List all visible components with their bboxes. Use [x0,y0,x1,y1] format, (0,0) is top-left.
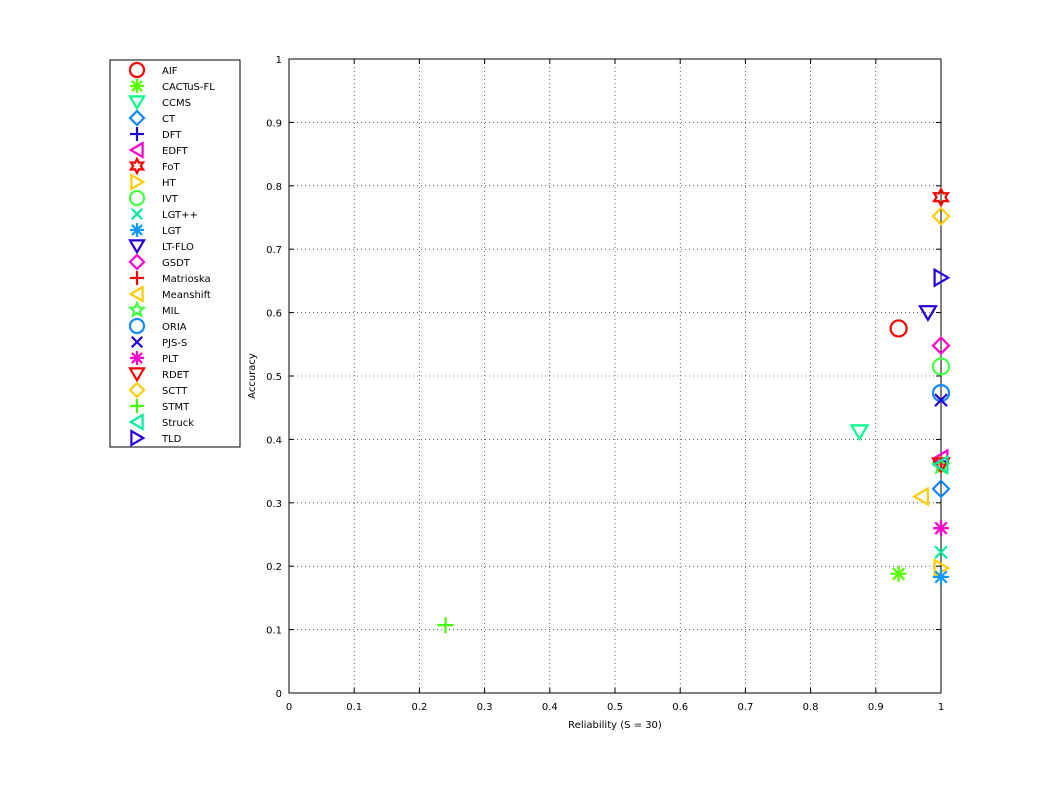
legend-label: LGT [162,226,182,237]
legend-entry: LGT++ [130,207,198,221]
legend-entry: DFT [130,127,182,141]
marker-aif [889,319,908,338]
marker-plt [933,520,949,537]
y-tick-label: 0 [276,689,282,700]
legend-label: HT [162,178,177,189]
y-tick-label: 0.7 [266,245,282,256]
legend-label: GSDT [162,258,191,269]
x-tick-label: 0.8 [803,702,819,713]
legend-label: EDFT [162,146,189,157]
marker-lgt [933,568,949,585]
marker-pjs-s [934,393,948,407]
legend-label: Matrioska [162,274,211,285]
x-tick-label: 0.1 [346,702,362,713]
marker-lgt- [934,545,948,560]
legend-label: RDET [162,370,190,381]
legend-label: CCMS [162,98,191,109]
marker-fot [932,186,950,208]
legend-label: CT [162,114,176,125]
legend-label: MIL [162,306,180,317]
legend-label: ORIA [162,322,187,333]
legend-label: PJS-S [162,338,187,349]
marker-stmt [437,617,454,634]
legend-entry: SCTT [128,381,188,399]
legend-label: STMT [162,402,190,413]
legend-entry: AIF [128,61,178,79]
y-tick-label: 0.5 [266,372,282,383]
legend-entry: STMT [130,399,190,413]
marker-ccms [849,424,870,442]
legend-entry: Matrioska [130,271,211,285]
y-tick-label: 0.6 [266,309,282,320]
legend-entry: TLD [130,429,182,447]
legend-entry: LT-FLO [128,239,194,255]
legend-entry: LGT [130,223,182,237]
x-tick-label: 0.3 [477,702,493,713]
marker-gsdt [931,336,951,356]
legend-label: LGT++ [162,210,198,221]
legend-label: Meanshift [162,290,211,301]
x-axis-label: Reliability (S = 30) [568,720,662,731]
x-tick-label: 0.6 [672,702,688,713]
legend-entry: PLT [130,351,179,365]
legend-label: IVT [162,194,179,205]
legend-entry: HT [130,173,177,191]
legend-entry: ORIA [128,317,187,335]
marker-sctt [931,206,951,226]
y-axis-label: Accuracy [247,353,258,399]
legend-entry: PJS-S [130,335,187,349]
y-tick-label: 1 [276,55,282,66]
legend-entry: GSDT [128,253,191,271]
legend-label: CACTuS-FL [162,82,215,93]
legend-entry: CACTuS-FL [130,79,215,93]
y-tick-label: 0.9 [266,118,282,129]
legend-entry: MIL [127,300,180,319]
marker-struck [931,454,949,475]
x-tick-label: 0.4 [542,702,558,713]
marker-lt-flo [918,305,938,322]
legend-entry: IVT [128,189,179,207]
x-tick-label: 0 [286,702,292,713]
legend-label: DFT [162,130,182,141]
legend-box [109,59,241,448]
marker-ct [931,479,951,499]
marker-ivt [931,357,951,376]
legend-label: LT-FLO [162,242,194,253]
legend-entry: Struck [128,413,194,431]
legend-entry: RDET [128,367,190,383]
grid [289,59,941,693]
legend-entry: FoT [128,156,181,176]
x-tick-label: 0.5 [607,702,623,713]
marker-rdet [931,457,951,475]
x-tick-label: 0.7 [737,702,753,713]
legend: AIF CACTuS-FL CCMS CT DFT EDFT FoT HT IVT LGT++ LG… [109,59,241,448]
y-tick-label: 0.3 [266,499,282,510]
legend-entry: Meanshift [128,285,211,303]
marker-tld [933,267,951,288]
legend-entry: EDFT [128,141,189,159]
legend-label: Struck [162,418,194,429]
y-tick-label: 0.2 [266,562,282,573]
legend-label: AIF [162,66,178,77]
legend-entry: CCMS [128,95,191,111]
x-tick-label: 0.2 [411,702,427,713]
x-tick-label: 0.9 [868,702,884,713]
marker-meanshift [912,486,929,507]
y-tick-label: 0.8 [266,182,282,193]
legend-label: SCTT [162,386,188,397]
axis-ticks: 0 0.1 0.2 0.3 0.4 0.5 0.6 0.7 0.8 0.9 1 0 0.1 0.2 0.3 0… [266,55,944,713]
marker-cactus-fl [890,565,907,582]
y-tick-label: 0.4 [266,435,282,446]
legend-entry: CT [128,109,176,127]
y-tick-label: 0.1 [266,626,282,637]
x-tick-label: 1 [938,702,944,713]
legend-label: FoT [162,162,181,173]
legend-label: TLD [161,434,182,445]
data-markers [437,186,952,634]
legend-label: PLT [162,354,179,365]
